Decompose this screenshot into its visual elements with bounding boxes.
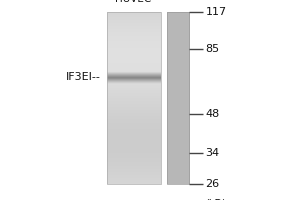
Bar [106, 12, 160, 184]
Text: 85: 85 [206, 44, 220, 54]
Bar [167, 12, 189, 184]
Text: 48: 48 [206, 109, 220, 119]
Text: (kD): (kD) [206, 198, 226, 200]
Text: IF3EI--: IF3EI-- [66, 72, 100, 82]
Text: 34: 34 [206, 148, 220, 158]
Text: 26: 26 [206, 179, 220, 189]
Text: 117: 117 [206, 7, 226, 17]
Text: HUVEC: HUVEC [116, 0, 152, 4]
